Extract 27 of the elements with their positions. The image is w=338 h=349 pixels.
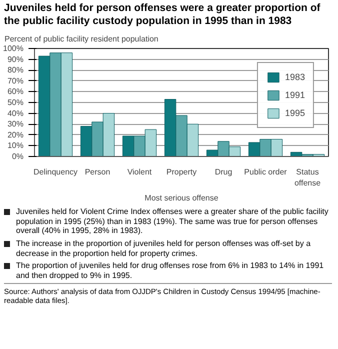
y-axis-title: Percent of public facility resident population — [4, 34, 158, 44]
legend-label: 1995 — [284, 108, 305, 118]
y-tick-label: 60% — [7, 87, 24, 96]
x-tick-label: Status offense — [294, 168, 322, 188]
legend-label: 1983 — [284, 72, 305, 82]
x-tick-label: Person — [84, 168, 110, 177]
text: The proportion of juveniles held for drug offenses rose from 6% in 1983 to 14% in 1991 and then dropped to 9% in 1995. — [16, 261, 325, 280]
x-tick-label: Violent — [127, 168, 152, 177]
chart-title: Juveniles held for person offenses were a greater proportion of the public facility custody population in 1995 than in 1983 — [4, 2, 320, 27]
x-axis-title: Most serious offense — [144, 193, 219, 202]
y-tick-label: 0% — [12, 152, 24, 162]
legend-label: 1991 — [284, 90, 305, 100]
y-tick-label: 30% — [7, 120, 24, 129]
y-tick-label: 80% — [7, 66, 24, 75]
y-tick-label: 20% — [7, 130, 24, 140]
text: The increase in the proportion of juveniles held for person offenses was off-set by a decrease in the proportion held for property crimes. — [16, 238, 312, 258]
y-tick-label: 100% — [3, 44, 24, 54]
y-tick-label: 50% — [7, 98, 24, 108]
y-tick-label: 40% — [7, 108, 24, 118]
x-tick-label: Delinquency — [33, 168, 78, 177]
y-tick-label: 10% — [7, 141, 24, 150]
x-tick-label: Public order — [244, 168, 288, 177]
y-tick-label: 90% — [7, 54, 24, 64]
x-tick-label: Drug — [214, 168, 232, 177]
y-tick-label: 70% — [7, 76, 24, 86]
text: Juveniles held for Violent Crime Index offenses were a greater share of the public facility population in 1995 (25%) than in 1983 (19%). The same was true for person offenses overall (40% in 1995, 28% in 1983). — [16, 207, 330, 236]
x-tick-label: Property — [166, 168, 197, 177]
